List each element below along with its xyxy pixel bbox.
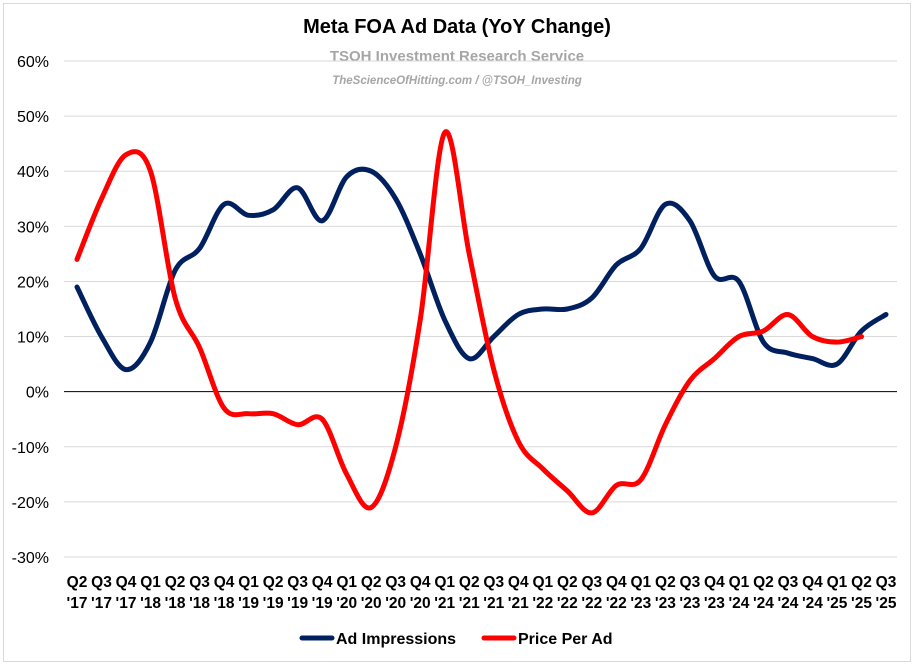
x-tick-label-year: '18 bbox=[214, 595, 235, 612]
x-tick-label-year: '17 bbox=[67, 595, 88, 612]
x-tick-label-year: '25 bbox=[827, 595, 848, 612]
x-tick-label-quarter: Q3 bbox=[483, 574, 504, 591]
x-tick-label-year: '21 bbox=[459, 595, 480, 612]
y-tick-label: 40% bbox=[17, 164, 49, 181]
x-tick-label-year: '22 bbox=[606, 595, 627, 612]
ad-impressions-line-group bbox=[74, 166, 889, 373]
x-tick-label-quarter: Q1 bbox=[336, 574, 357, 591]
x-tick-label-year: '19 bbox=[263, 595, 284, 612]
x-tick-label-year: '22 bbox=[532, 595, 553, 612]
x-tick-label-quarter: Q3 bbox=[385, 574, 406, 591]
x-tick-label-year: '19 bbox=[312, 595, 333, 612]
legend: Ad Impressions Price Per Ad bbox=[299, 631, 613, 648]
y-axis: 60% 50% 40% 30% 20% 10% 0% -10% -20% -30% bbox=[12, 54, 49, 567]
x-tick-label-year: '20 bbox=[410, 595, 431, 612]
x-tick-label-quarter: Q4 bbox=[410, 574, 431, 591]
x-tick-label-year: '24 bbox=[777, 595, 798, 612]
x-tick-label-quarter: Q4 bbox=[214, 574, 235, 591]
x-tick-label-year: '18 bbox=[165, 595, 186, 612]
x-tick-label-year: '23 bbox=[655, 595, 676, 612]
x-tick-label-year: '18 bbox=[189, 595, 210, 612]
y-tick-label: -20% bbox=[12, 495, 49, 512]
x-tick-label-quarter: Q2 bbox=[459, 574, 480, 591]
x-tick-label-year: '17 bbox=[91, 595, 112, 612]
x-tick-label-year: '23 bbox=[704, 595, 725, 612]
price-per-ad-line bbox=[74, 129, 864, 516]
x-tick-label-quarter: Q1 bbox=[532, 574, 553, 591]
price-per-ad-line-group bbox=[74, 129, 864, 516]
x-tick-label-year: '24 bbox=[753, 595, 774, 612]
x-axis: Q2'17Q3'17Q4'17Q1'18Q2'18Q3'18Q4'18Q1'19… bbox=[67, 574, 897, 612]
y-tick-label: 60% bbox=[17, 54, 49, 71]
x-tick-label-quarter: Q4 bbox=[704, 574, 725, 591]
y-tick-label: 10% bbox=[17, 330, 49, 347]
x-tick-label-quarter: Q2 bbox=[851, 574, 872, 591]
x-tick-label-quarter: Q1 bbox=[729, 574, 750, 591]
x-tick-label-year: '25 bbox=[851, 595, 872, 612]
x-tick-label-quarter: Q4 bbox=[508, 574, 529, 591]
x-tick-label-quarter: Q2 bbox=[361, 574, 382, 591]
x-tick-label-quarter: Q2 bbox=[165, 574, 186, 591]
x-tick-label-quarter: Q2 bbox=[753, 574, 774, 591]
chart-source: TheScienceOfHitting.com / @TSOH_Investin… bbox=[332, 75, 582, 87]
x-tick-label-year: '25 bbox=[876, 595, 897, 612]
legend-label-price-per-ad: Price Per Ad bbox=[518, 631, 613, 648]
x-tick-label-quarter: Q3 bbox=[876, 574, 897, 591]
x-tick-label-quarter: Q2 bbox=[655, 574, 676, 591]
y-tick-label: 20% bbox=[17, 274, 49, 291]
x-tick-label-quarter: Q3 bbox=[189, 574, 210, 591]
x-tick-label-quarter: Q2 bbox=[67, 574, 88, 591]
x-tick-label-year: '20 bbox=[385, 595, 406, 612]
x-tick-label-year: '17 bbox=[116, 595, 137, 612]
chart-subtitle: TSOH Investment Research Service bbox=[330, 48, 584, 65]
x-tick-label-year: '22 bbox=[557, 595, 578, 612]
chart-title: Meta FOA Ad Data (YoY Change) bbox=[303, 16, 611, 38]
x-tick-label-year: '20 bbox=[361, 595, 382, 612]
x-tick-label-quarter: Q1 bbox=[238, 574, 259, 591]
x-tick-label-year: '19 bbox=[287, 595, 308, 612]
ad-impressions-line bbox=[74, 166, 889, 373]
x-tick-label-quarter: Q3 bbox=[91, 574, 112, 591]
x-tick-label-year: '24 bbox=[802, 595, 823, 612]
x-tick-label-quarter: Q3 bbox=[287, 574, 308, 591]
x-tick-label-quarter: Q3 bbox=[680, 574, 701, 591]
y-tick-label: -30% bbox=[12, 550, 49, 567]
x-tick-label-quarter: Q3 bbox=[581, 574, 602, 591]
x-tick-label-year: '23 bbox=[679, 595, 700, 612]
x-tick-label-quarter: Q1 bbox=[631, 574, 652, 591]
y-tick-label: 50% bbox=[17, 109, 49, 126]
x-tick-label-quarter: Q1 bbox=[140, 574, 161, 591]
x-tick-label-year: '21 bbox=[508, 595, 529, 612]
x-tick-label-quarter: Q1 bbox=[827, 574, 848, 591]
x-tick-label-quarter: Q4 bbox=[606, 574, 627, 591]
x-tick-label-quarter: Q4 bbox=[116, 574, 137, 591]
x-tick-label-year: '18 bbox=[140, 595, 161, 612]
x-tick-label-year: '24 bbox=[728, 595, 749, 612]
x-tick-label-quarter: Q3 bbox=[778, 574, 799, 591]
y-tick-label: 0% bbox=[26, 385, 49, 402]
x-tick-label-quarter: Q4 bbox=[312, 574, 333, 591]
legend-label-ad-impressions: Ad Impressions bbox=[336, 631, 456, 648]
x-tick-label-year: '20 bbox=[336, 595, 357, 612]
x-tick-label-year: '23 bbox=[630, 595, 651, 612]
series bbox=[74, 129, 889, 516]
x-tick-label-quarter: Q4 bbox=[802, 574, 823, 591]
x-tick-label-quarter: Q2 bbox=[557, 574, 578, 591]
x-tick-label-quarter: Q1 bbox=[434, 574, 455, 591]
x-tick-label-quarter: Q2 bbox=[263, 574, 284, 591]
x-tick-label-year: '21 bbox=[434, 595, 455, 612]
y-tick-label: 30% bbox=[17, 219, 49, 236]
x-tick-label-year: '21 bbox=[483, 595, 504, 612]
x-tick-label-year: '22 bbox=[581, 595, 602, 612]
y-tick-label: -10% bbox=[12, 440, 49, 457]
x-tick-label-year: '19 bbox=[238, 595, 259, 612]
